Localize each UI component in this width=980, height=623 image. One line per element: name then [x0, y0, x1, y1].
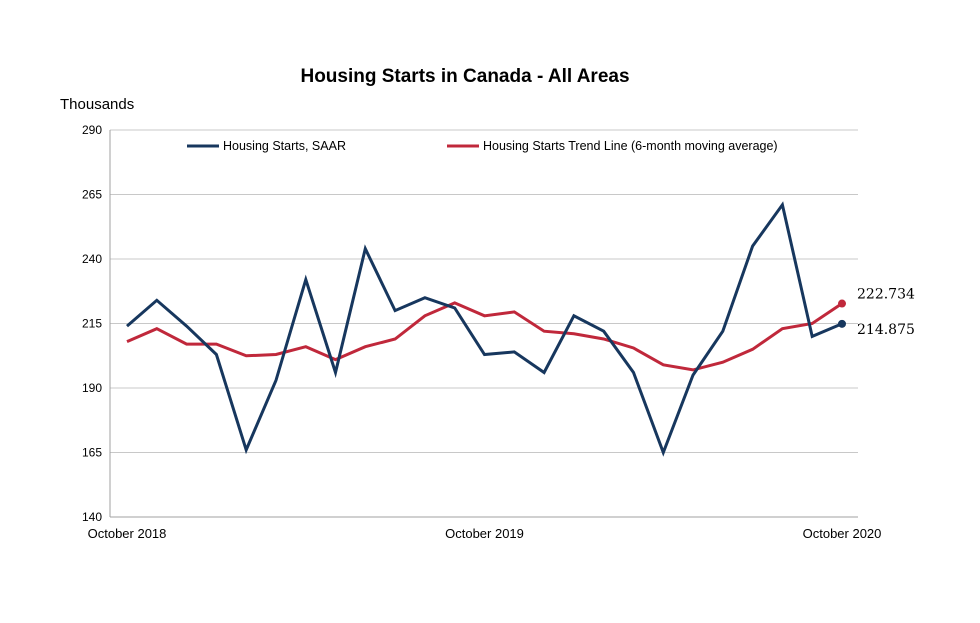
x-tick-label: October 2020: [803, 526, 882, 541]
x-tick-label: October 2019: [445, 526, 524, 541]
legend-label-housing-starts: Housing Starts, SAAR: [223, 139, 346, 153]
series-line-trend: [126, 301, 843, 372]
end-point-trend: [838, 299, 846, 308]
y-tick-label: 240: [82, 252, 102, 266]
y-tick-label: 290: [82, 123, 102, 137]
y-axis-unit-label: Thousands: [60, 96, 134, 113]
legend-label-trend-line: Housing Starts Trend Line (6-month movin…: [483, 139, 778, 153]
end-label-trend: 222.734: [857, 287, 915, 303]
y-tick-label: 140: [82, 510, 102, 524]
y-tick-label: 190: [82, 381, 102, 395]
y-tick-label: 165: [82, 446, 102, 460]
end-point-housing-starts: [838, 319, 846, 328]
end-value-labels: 222.734 214.875: [857, 287, 915, 338]
series-line-housing-starts: [126, 201, 843, 457]
y-tick-labels: 140 165 190 215 240 265 290: [82, 123, 102, 524]
y-tick-label: 215: [82, 317, 102, 331]
gridlines: [109, 129, 858, 518]
series-lines: [126, 201, 846, 457]
y-tick-label: 265: [82, 188, 102, 202]
x-tick-labels: October 2018 October 2019 October 2020: [88, 526, 882, 541]
chart-title: Housing Starts in Canada - All Areas: [300, 66, 629, 87]
end-label-saar: 214.875: [857, 322, 915, 338]
x-tick-label: October 2018: [88, 526, 167, 541]
legend: Housing Starts, SAAR Housing Starts Tren…: [187, 139, 778, 153]
